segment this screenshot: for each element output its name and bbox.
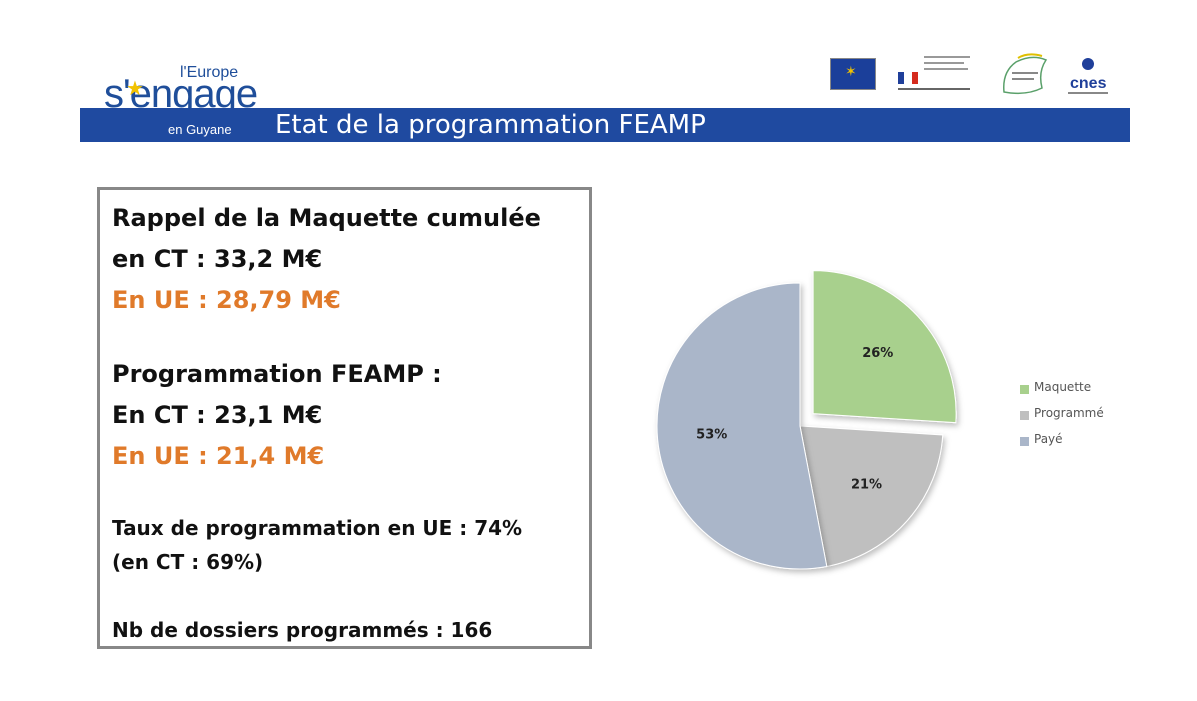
logo-europe-text: l'Europe — [180, 64, 239, 81]
prefecture-logo-icon — [898, 56, 970, 90]
legend-swatch-programme — [1020, 411, 1029, 420]
collectivite-logo — [998, 52, 1054, 96]
legend-label-programme: Programmé — [1034, 406, 1104, 420]
taux-line1: Taux de programmation en UE : 74% — [112, 516, 523, 540]
prefecture-logo — [896, 52, 976, 96]
pie-label-pay: 53% — [696, 427, 727, 442]
pie-slice-programm — [799, 425, 944, 568]
pie-label-maquette: 26% — [862, 346, 893, 361]
pie-chart: 26% 21% 53% — [640, 270, 1140, 590]
svg-text:cnes: cnes — [1070, 75, 1107, 92]
legend-swatch-paye — [1020, 437, 1029, 446]
pie-chart-svg: 26% 21% 53% — [656, 270, 957, 570]
dossiers-count: Nb de dossiers programmés : 166 — [112, 618, 493, 642]
header-bar: en Guyane Etat de la programmation FEAMP — [80, 108, 1130, 142]
prog-title: Programmation FEAMP : — [112, 360, 442, 388]
eu-flag-icon: ✶ — [830, 58, 876, 90]
legend-label-paye: Payé — [1034, 432, 1063, 446]
prog-ue: En UE : 21,4 M€ — [112, 442, 325, 470]
pie-label-programm: 21% — [851, 478, 882, 493]
cnes-logo: cnes — [1064, 52, 1114, 96]
star-icon: ★ — [126, 76, 144, 100]
collectivite-logo-icon — [1003, 53, 1048, 95]
pie-slice-maquette — [812, 270, 957, 424]
logo-guyane-text: en Guyane — [168, 122, 232, 137]
rappel-ue: En UE : 28,79 M€ — [112, 286, 341, 314]
summary-box: Rappel de la Maquette cumulée en CT : 33… — [97, 187, 592, 649]
rappel-ct: en CT : 33,2 M€ — [112, 245, 323, 273]
taux-line2: (en CT : 69%) — [112, 550, 264, 574]
pie-slice-pay — [656, 282, 828, 570]
rappel-title: Rappel de la Maquette cumulée — [112, 204, 541, 232]
cnes-logo-icon: cnes — [1068, 58, 1108, 94]
prog-ct: En CT : 23,1 M€ — [112, 401, 323, 429]
legend-label-maquette: Maquette — [1034, 380, 1092, 394]
partner-logos: ✶ cnes — [830, 50, 1130, 100]
page-title: Etat de la programmation FEAMP — [275, 110, 706, 140]
legend-swatch-maquette — [1020, 385, 1029, 394]
